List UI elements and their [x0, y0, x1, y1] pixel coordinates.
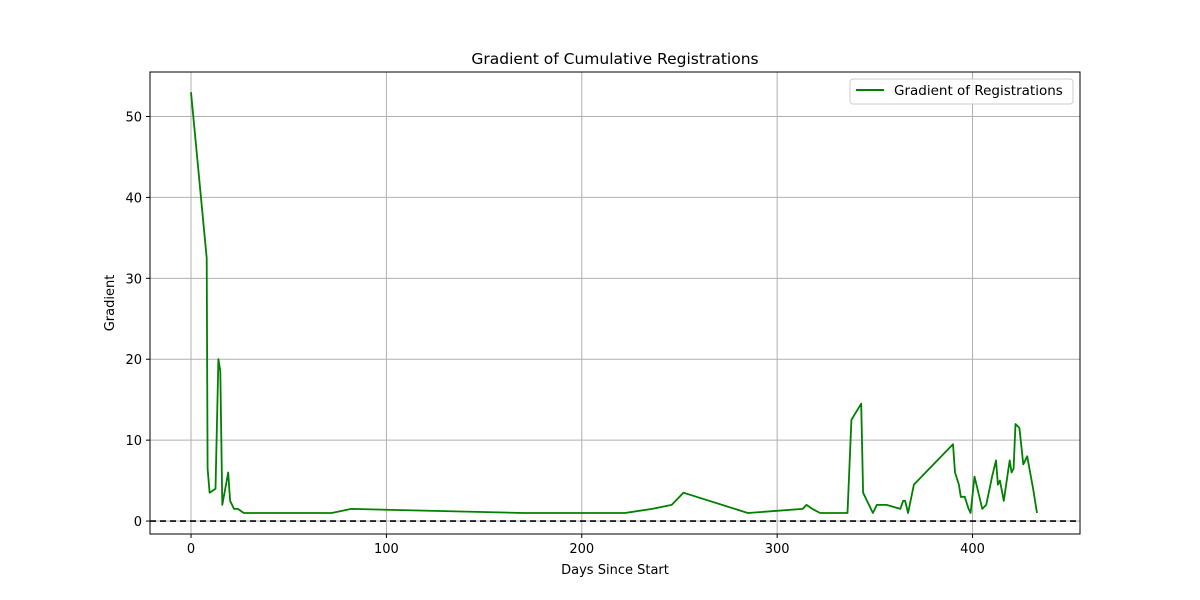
series-line	[190, 92, 1038, 514]
grid-lines	[150, 72, 1080, 534]
x-tick-label: 200	[569, 542, 594, 557]
plot-frame	[149, 71, 1081, 535]
legend-box	[849, 78, 1074, 105]
chart-title: Gradient of Cumulative Registrations	[471, 50, 758, 68]
x-tick-label: 300	[765, 542, 790, 557]
x-tick-label: 400	[960, 542, 985, 557]
ticks: 0 100 200 300 400 0 10 20 30 40 50	[125, 111, 985, 557]
series-group	[190, 92, 1038, 514]
y-tick-label: 10	[125, 434, 142, 449]
y-axis-label: Gradient	[103, 275, 118, 332]
legend-label: Gradient of Registrations	[894, 83, 1063, 99]
x-tick-label: 0	[187, 542, 195, 557]
x-axis-label: Days Since Start	[561, 563, 669, 578]
y-tick-label: 30	[125, 272, 142, 287]
y-tick-label: 40	[125, 191, 142, 206]
x-tick-label: 100	[374, 542, 399, 557]
y-tick-label: 20	[125, 353, 142, 368]
y-tick-label: 0	[134, 515, 142, 530]
legend: Gradient of Registrations	[849, 78, 1074, 105]
y-tick-label: 50	[125, 111, 142, 126]
